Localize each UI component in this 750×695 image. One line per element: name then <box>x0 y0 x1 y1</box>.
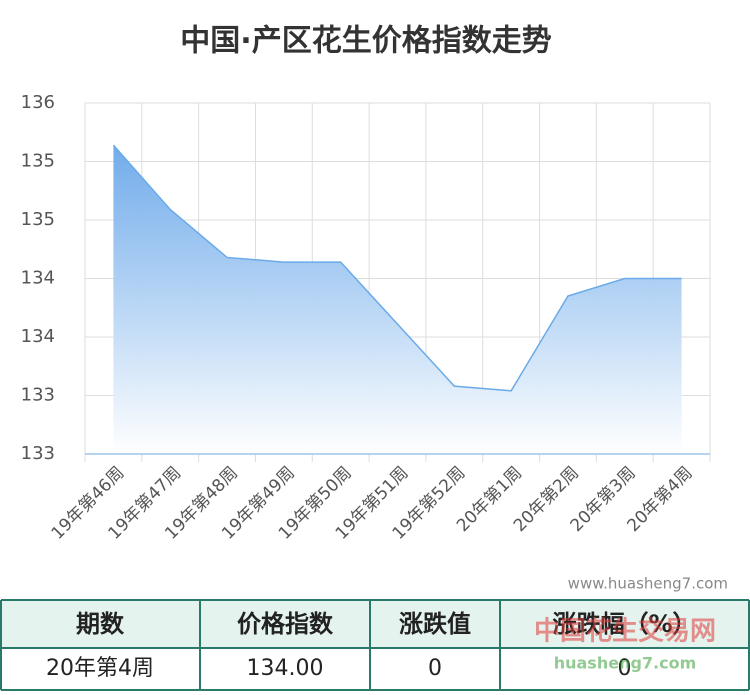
table-cell: 0 <box>428 656 442 681</box>
area-line <box>112 144 682 392</box>
table-header-cell: 期数 <box>76 610 125 638</box>
table-header-cell: 涨跌幅（%） <box>552 610 696 638</box>
overlay-logo: 中国花生交易网 <box>534 616 716 647</box>
table-cell: 134.00 <box>247 656 324 681</box>
area-fill <box>113 145 682 454</box>
table-cell: 20年第4周 <box>46 656 154 681</box>
y-tick-label: 135 <box>21 151 55 172</box>
watermark: www.huasheng7.com <box>568 575 728 593</box>
chart-title: 中国·产区花生价格指数走势 <box>180 24 551 59</box>
y-tick-label: 133 <box>21 443 55 464</box>
y-tick-label: 136 <box>21 92 55 113</box>
overlay-url: huasheng7.com <box>554 654 697 673</box>
table-header-cell: 价格指数 <box>237 610 334 638</box>
table-cell: 0 <box>618 656 632 681</box>
y-tick-label: 133 <box>21 385 55 406</box>
y-tick-label: 134 <box>21 326 55 347</box>
y-tick-label: 134 <box>21 268 55 289</box>
table-header-cell: 涨跌值 <box>399 610 471 638</box>
y-tick-label: 135 <box>21 209 55 230</box>
table-header-bg <box>1 600 749 648</box>
